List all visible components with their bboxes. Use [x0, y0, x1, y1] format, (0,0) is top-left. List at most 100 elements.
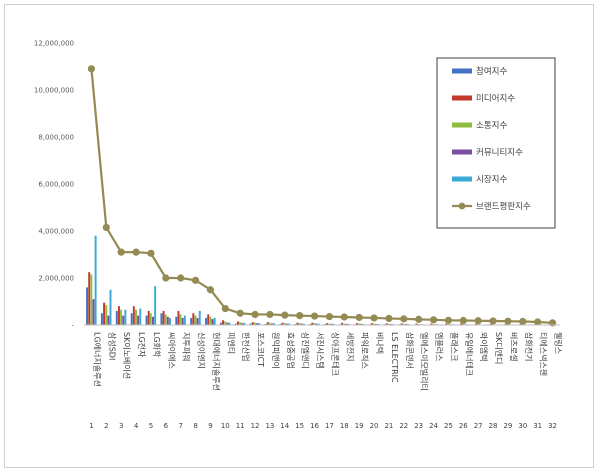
y-tick-label: 12,000,000	[34, 40, 74, 48]
category-label: 신성이엔지	[197, 332, 207, 369]
category-index-label: 18	[340, 422, 349, 430]
y-tick-label: -	[71, 322, 74, 330]
bar-5-16	[317, 323, 320, 325]
category-label: 웰링스	[554, 332, 564, 354]
bar-2-9	[207, 314, 210, 325]
bar-1-9	[205, 317, 208, 325]
category-index-label: 3	[119, 422, 123, 430]
brand-index-point	[519, 317, 527, 326]
x-axis: LG에너지솔루션 1 삼성SDI 2 SK이노베이션 3 LG전자 4 LG화학 5 씨아이에스 6 지…	[84, 324, 564, 430]
bar-2-16	[311, 322, 314, 325]
brand-index-point	[132, 248, 140, 256]
category-label: LG전자	[137, 332, 147, 358]
bar-2-3	[117, 306, 120, 325]
category-index-label: 4	[134, 422, 139, 430]
bar-2-11	[236, 321, 239, 325]
bar-3-21	[387, 323, 390, 325]
bar-4-12	[256, 323, 259, 325]
bar-5-14	[288, 323, 290, 325]
legend-swatch	[452, 176, 472, 182]
bar-4-10	[226, 322, 229, 325]
bar-5-2	[109, 289, 112, 325]
brand-index-point	[266, 310, 274, 319]
brand-index-point	[310, 312, 319, 320]
bar-2-7	[177, 310, 180, 325]
bar-2-17	[326, 323, 329, 325]
legend-box	[436, 57, 556, 229]
brand-index-point	[117, 248, 125, 256]
category-index-label: 23	[414, 422, 423, 430]
bar-5-17	[332, 323, 335, 325]
bar-5-7	[183, 315, 186, 325]
bar-3-20	[372, 323, 375, 325]
bar-5-10	[228, 322, 231, 325]
bar-series-group	[86, 235, 558, 326]
bar-3-4	[134, 309, 137, 325]
category-index-label: 24	[429, 422, 438, 430]
category-label: 한전산업	[241, 332, 251, 361]
category-label: 유일에너테크	[464, 332, 474, 376]
category-index-label: 27	[474, 422, 483, 430]
bar-4-7	[181, 317, 184, 325]
brand-index-point	[162, 274, 170, 282]
bar-4-3	[122, 315, 125, 325]
bar-2-19	[355, 323, 358, 325]
brand-index-point	[459, 316, 467, 325]
bar-1-1	[86, 287, 89, 325]
bar-2-20	[370, 323, 373, 325]
y-axis: - 2,000,000 4,000,000 6,000,000 8,000,000 10,…	[34, 40, 75, 330]
legend-line-marker	[458, 202, 466, 210]
bar-3-17	[328, 323, 331, 325]
y-tick-label: 4,000,000	[38, 228, 74, 236]
brand-index-point	[325, 312, 334, 321]
category-label: 와이엠텍	[479, 332, 489, 361]
bar-4-14	[285, 323, 288, 325]
bar-5-12	[258, 323, 261, 325]
category-label: 비나텍	[375, 332, 385, 354]
bar-5-8	[198, 310, 201, 325]
brand-index-point	[415, 315, 423, 323]
brand-index-point	[370, 314, 378, 322]
category-label: LG화학	[152, 332, 162, 358]
bar-2-21	[385, 323, 388, 325]
category-index-label: 32	[548, 422, 557, 430]
category-label: 원익피앤이	[271, 332, 281, 369]
bar-3-14	[283, 323, 286, 325]
brand-index-point	[191, 276, 200, 284]
legend-label: 미디어지수	[476, 93, 515, 104]
category-label: 엘에스이모빌리티	[420, 332, 430, 391]
bar-4-5	[152, 316, 154, 325]
bar-3-15	[298, 323, 301, 325]
brand-index-point	[400, 315, 408, 323]
category-index-label: 20	[370, 422, 379, 430]
bar-1-11	[234, 323, 237, 325]
category-index-label: 10	[221, 422, 230, 430]
brand-index-point	[429, 316, 438, 324]
bar-5-15	[302, 323, 305, 325]
category-label: 현대에너지솔루션	[211, 332, 221, 391]
brand-index-point	[385, 314, 393, 323]
category-index-label: 12	[251, 422, 260, 430]
category-index-label: 17	[325, 422, 334, 430]
bar-4-19	[360, 323, 363, 325]
bar-1-2	[100, 313, 103, 325]
legend-label: 브랜드평판지수	[476, 201, 531, 212]
bar-3-12	[253, 322, 256, 325]
bar-2-13	[266, 322, 269, 325]
category-label: 서진시스템	[316, 332, 326, 369]
bar-5-5	[154, 286, 157, 325]
bar-1-7	[175, 316, 178, 325]
bar-3-7	[179, 314, 182, 325]
bar-4-13	[271, 323, 273, 325]
category-index-label: 8	[193, 422, 197, 430]
bar-4-16	[315, 323, 318, 325]
bar-3-18	[343, 323, 346, 325]
category-index-label: 22	[399, 422, 408, 430]
bar-4-1	[92, 299, 95, 325]
bar-1-12	[249, 323, 252, 325]
category-label: 삼화콘덴서	[405, 332, 415, 369]
brand-index-point	[102, 223, 110, 232]
category-label: 효성중공업	[286, 332, 295, 369]
